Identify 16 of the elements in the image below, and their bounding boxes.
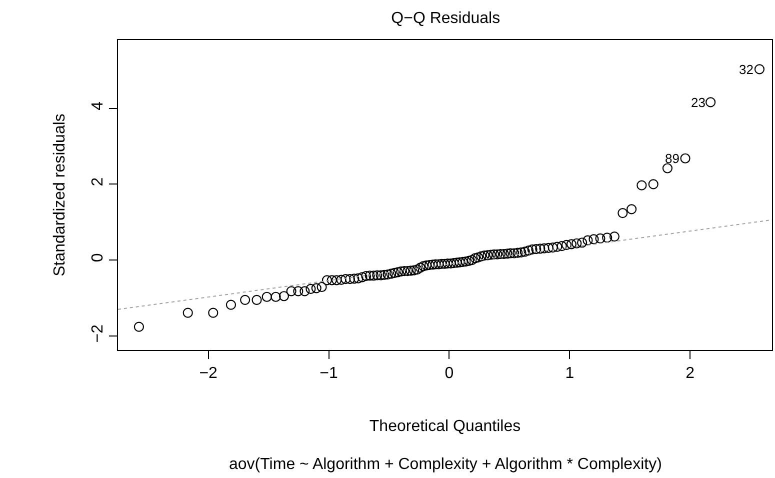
x-tick-label: 1 [565,365,574,382]
x-tick-label: −1 [320,365,338,382]
annotation: 32 [739,62,754,77]
x-tick-label: −2 [199,365,218,382]
x-tick-label: 0 [444,365,454,382]
y-axis-title: Standardized residuals [52,114,68,276]
x-axis-title: Theoretical Quantiles [369,418,521,435]
x-tick-label: 2 [686,365,695,382]
annotation: 23 [691,95,706,110]
text: aov(Time ~ Algorithm + Complexity + Algorithm * Complexity) [229,456,662,473]
y-tick-label: 4 [90,101,107,110]
y-tick-label: 0 [90,253,107,262]
y-tick-label: 2 [90,177,107,186]
annotation: 89 [665,151,680,166]
chart-title: Q−Q Residuals [391,10,500,28]
y-tick-label: −2 [90,324,107,343]
